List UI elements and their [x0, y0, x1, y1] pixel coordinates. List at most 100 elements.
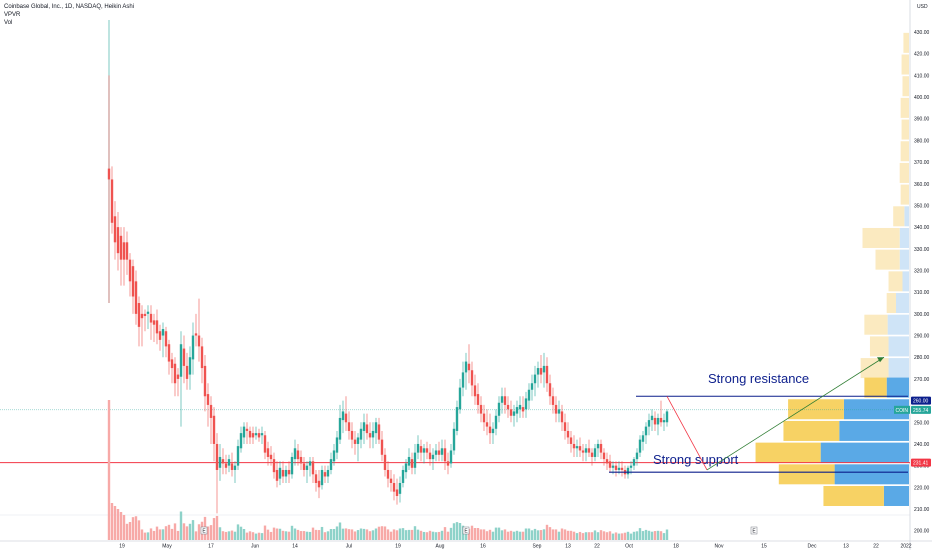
candle-body[interactable]	[446, 461, 450, 466]
candle-body[interactable]	[185, 365, 189, 379]
candle-body[interactable]	[308, 461, 312, 466]
candle-body[interactable]	[200, 346, 204, 369]
candle-body[interactable]	[656, 417, 660, 425]
candle-body[interactable]	[425, 448, 429, 453]
candle-body[interactable]	[410, 459, 414, 468]
resistance-annotation[interactable]: Strong resistance	[708, 371, 809, 386]
candle-body[interactable]	[182, 348, 186, 366]
candle-body[interactable]	[245, 428, 249, 431]
candle-body[interactable]	[407, 456, 411, 466]
candle-body[interactable]	[137, 303, 141, 327]
candle-body[interactable]	[215, 443, 219, 470]
candle-body[interactable]	[566, 430, 570, 438]
candle-body[interactable]	[167, 344, 171, 362]
candle-body[interactable]	[122, 242, 126, 260]
candle-body[interactable]	[413, 452, 417, 468]
event-marker[interactable]	[462, 526, 470, 535]
candle-body[interactable]	[281, 469, 285, 477]
candle-body[interactable]	[125, 242, 129, 260]
candle-body[interactable]	[284, 469, 288, 477]
candle-body[interactable]	[266, 448, 270, 457]
candle-body[interactable]	[392, 482, 396, 492]
candle-body[interactable]	[377, 424, 381, 440]
candle-body[interactable]	[449, 450, 453, 464]
candle-body[interactable]	[578, 446, 582, 451]
candle-body[interactable]	[473, 385, 477, 397]
candle-body[interactable]	[383, 454, 387, 470]
candle-body[interactable]	[356, 437, 360, 444]
candle-body[interactable]	[569, 437, 573, 444]
candle-body[interactable]	[563, 422, 567, 431]
candle-body[interactable]	[194, 333, 198, 336]
candle-body[interactable]	[536, 368, 540, 375]
candle-body[interactable]	[224, 463, 228, 468]
candle-body[interactable]	[644, 426, 648, 436]
candle-body[interactable]	[161, 329, 165, 336]
candle-body[interactable]	[488, 426, 492, 434]
candle-body[interactable]	[332, 450, 336, 462]
candle-body[interactable]	[551, 396, 555, 405]
candle-body[interactable]	[512, 411, 516, 416]
candle-body[interactable]	[530, 383, 534, 390]
candle-body[interactable]	[524, 398, 528, 410]
candle-body[interactable]	[320, 469, 324, 486]
candle-body[interactable]	[155, 320, 159, 334]
event-marker[interactable]	[750, 526, 758, 535]
candle-body[interactable]	[296, 450, 300, 460]
candle-body[interactable]	[593, 448, 597, 457]
candle-body[interactable]	[557, 409, 561, 414]
candle-body[interactable]	[497, 402, 501, 416]
candle-body[interactable]	[416, 443, 420, 453]
candle-body[interactable]	[218, 456, 222, 468]
candle-body[interactable]	[323, 472, 327, 477]
candle-body[interactable]	[341, 411, 345, 421]
candle-body[interactable]	[452, 428, 456, 451]
candle-body[interactable]	[254, 433, 258, 436]
candle-body[interactable]	[314, 474, 318, 483]
candle-body[interactable]	[203, 365, 207, 397]
candle-body[interactable]	[509, 409, 513, 416]
candle-body[interactable]	[242, 426, 246, 438]
candle-body[interactable]	[503, 396, 507, 405]
candle-body[interactable]	[311, 461, 315, 475]
candle-body[interactable]	[455, 407, 459, 431]
candle-body[interactable]	[302, 463, 306, 470]
candle-body[interactable]	[338, 417, 342, 440]
candle-body[interactable]	[431, 454, 435, 460]
candle-body[interactable]	[605, 459, 609, 464]
candle-body[interactable]	[500, 396, 504, 403]
candle-body[interactable]	[485, 422, 489, 427]
candle-body[interactable]	[344, 413, 348, 423]
candle-body[interactable]	[599, 443, 603, 453]
candle-body[interactable]	[434, 450, 438, 455]
candle-body[interactable]	[617, 467, 621, 470]
candle-body[interactable]	[248, 430, 252, 438]
candle-body[interactable]	[149, 313, 153, 323]
candle-body[interactable]	[545, 365, 549, 384]
projection-down-line[interactable]	[666, 396, 708, 471]
candle-body[interactable]	[389, 478, 393, 483]
candle-body[interactable]	[170, 359, 174, 369]
candle-body[interactable]	[467, 363, 471, 371]
candle-body[interactable]	[539, 368, 543, 375]
candle-body[interactable]	[173, 363, 177, 384]
candle-body[interactable]	[506, 404, 510, 410]
candle-body[interactable]	[662, 420, 666, 423]
candle-body[interactable]	[164, 331, 168, 347]
candle-body[interactable]	[398, 482, 402, 494]
candle-body[interactable]	[395, 489, 399, 496]
candle-body[interactable]	[374, 422, 378, 434]
candle-body[interactable]	[191, 335, 195, 360]
candle-body[interactable]	[371, 430, 375, 438]
candle-body[interactable]	[518, 404, 522, 410]
candle-body[interactable]	[461, 372, 465, 388]
candle-body[interactable]	[581, 450, 585, 453]
candle-body[interactable]	[614, 465, 618, 470]
candle-body[interactable]	[560, 411, 564, 423]
event-marker[interactable]	[200, 526, 208, 535]
candle-body[interactable]	[359, 428, 363, 440]
candle-body[interactable]	[263, 435, 267, 453]
candle-body[interactable]	[653, 417, 657, 425]
candle-body[interactable]	[554, 404, 558, 414]
